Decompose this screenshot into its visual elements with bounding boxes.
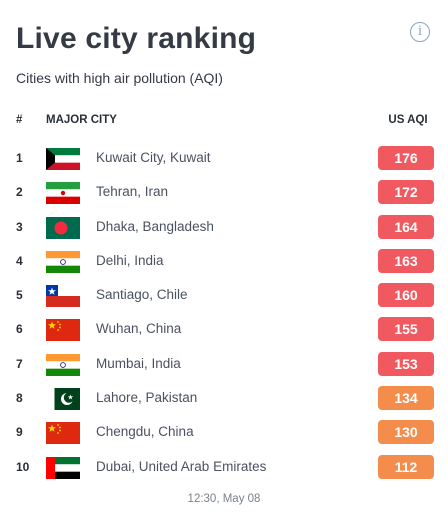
- aqi-badge: 155: [378, 317, 434, 342]
- rank-number: 9: [16, 425, 23, 440]
- rank-number: 2: [16, 185, 23, 200]
- rank-number: 8: [16, 391, 23, 406]
- rank-number: 5: [16, 288, 23, 303]
- city-link[interactable]: Chengdu, China: [96, 424, 194, 440]
- aqi-badge: 172: [378, 180, 434, 205]
- rank-number: 7: [16, 356, 23, 371]
- widget-subtitle: Cities with high air pollution (AQI): [16, 70, 223, 86]
- india-flag-icon: [46, 250, 80, 273]
- table-row[interactable]: 4 Delhi, India 163: [0, 245, 448, 279]
- table-header: # MAJOR CITY US AQI: [0, 114, 448, 130]
- city-link[interactable]: Dubai, United Arab Emirates: [96, 458, 267, 474]
- table-row[interactable]: 1 Kuwait City, Kuwait 176: [0, 142, 448, 176]
- aqi-badge: 130: [378, 420, 434, 445]
- table-row[interactable]: 7 Mumbai, India 153: [0, 348, 448, 382]
- rank-number: 3: [16, 219, 23, 234]
- bangladesh-flag-icon: [46, 216, 80, 239]
- kuwait-flag-icon: [46, 148, 80, 170]
- iran-flag-icon: [46, 182, 80, 205]
- city-link[interactable]: Tehran, Iran: [96, 184, 169, 200]
- india-flag-icon: [46, 353, 80, 376]
- aqi-badge: 160: [378, 283, 434, 308]
- city-link[interactable]: Wuhan, China: [96, 321, 182, 337]
- table-row[interactable]: 3 Dhaka, Bangladesh 164: [0, 211, 448, 245]
- info-icon[interactable]: i: [410, 22, 430, 42]
- rank-number: 10: [16, 459, 30, 474]
- aqi-badge: 134: [378, 386, 434, 411]
- city-link[interactable]: Kuwait City, Kuwait: [96, 150, 211, 165]
- table-row[interactable]: 5 Santiago, Chile 160: [0, 279, 448, 313]
- aqi-badge: 163: [378, 248, 434, 273]
- rank-number: 4: [16, 253, 23, 268]
- china-flag-icon: [46, 319, 80, 342]
- aqi-badge: 112: [378, 454, 434, 479]
- aqi-column-header: US AQI: [388, 114, 428, 126]
- update-timestamp: 12:30, May 08: [187, 493, 261, 505]
- city-link[interactable]: Santiago, Chile: [96, 287, 188, 303]
- city-link[interactable]: Lahore, Pakistan: [96, 390, 198, 406]
- aqi-badge: 153: [378, 351, 434, 376]
- city-column-header: MAJOR CITY: [46, 114, 117, 126]
- table-row[interactable]: 9 Chengdu, China 130: [0, 416, 448, 450]
- rank-column-header: #: [16, 114, 23, 126]
- aqi-badge: 176: [378, 146, 434, 170]
- ranking-list: 1 Kuwait City, Kuwait 176 2 Tehran, Iran 172 3…: [0, 142, 448, 485]
- city-link[interactable]: Delhi, India: [96, 252, 164, 268]
- table-row[interactable]: 2 Tehran, Iran 172: [0, 176, 448, 210]
- table-row[interactable]: 6 Wuhan, China 155: [0, 313, 448, 347]
- rank-number: 6: [16, 322, 23, 337]
- widget-title: Live city ranking: [16, 22, 257, 55]
- city-link[interactable]: Mumbai, India: [96, 355, 181, 371]
- city-link[interactable]: Dhaka, Bangladesh: [96, 218, 214, 234]
- chile-flag-icon: [46, 285, 80, 308]
- aqi-badge: 164: [378, 214, 434, 239]
- table-row[interactable]: 10 Dubai, United Arab Emirates 112: [0, 451, 448, 485]
- rank-number: 1: [16, 151, 23, 165]
- pakistan-flag-icon: [46, 388, 80, 411]
- china-flag-icon: [46, 422, 80, 445]
- uae-flag-icon: [46, 456, 80, 479]
- table-row[interactable]: 8 Lahore, Pakistan 134: [0, 382, 448, 416]
